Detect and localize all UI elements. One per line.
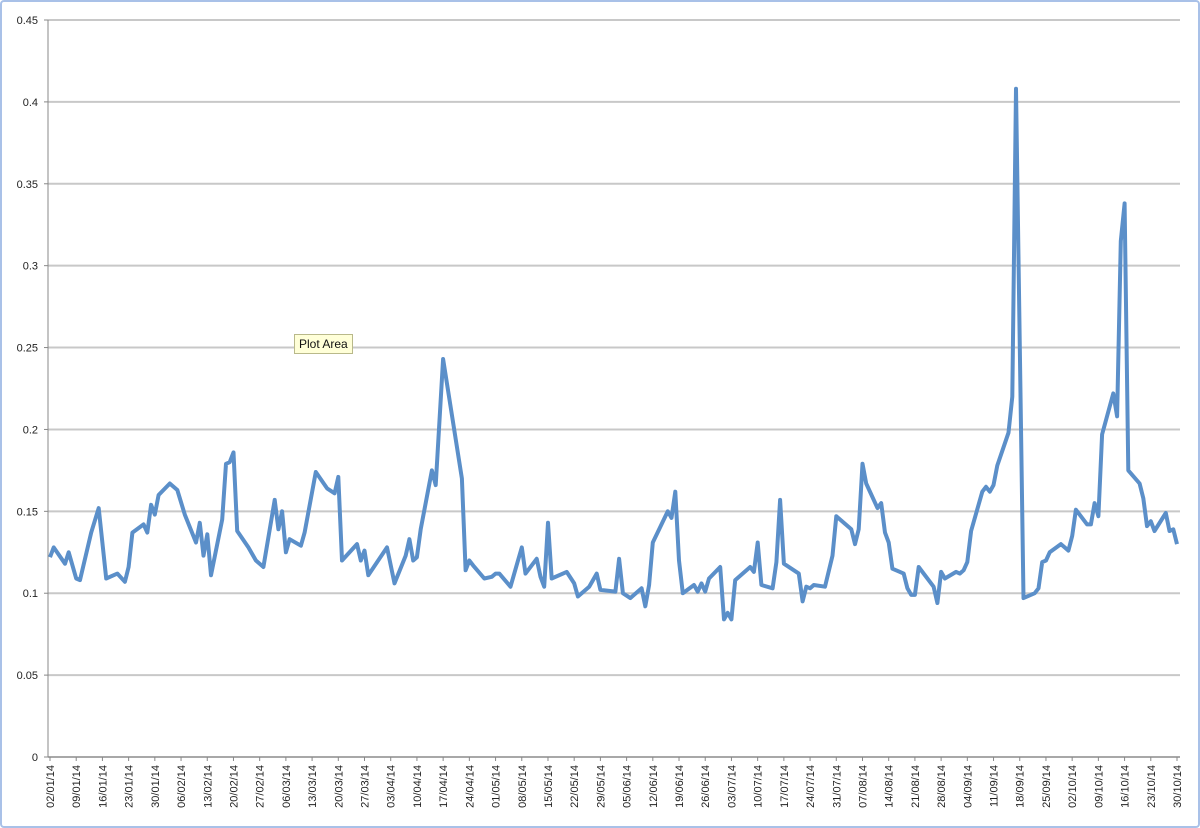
- x-tick-label: 20/03/14: [333, 765, 345, 808]
- x-tick-label: 14/08/14: [884, 765, 896, 808]
- x-tick-label: 31/07/14: [831, 765, 843, 808]
- x-tick-label: 20/02/14: [228, 765, 240, 808]
- x-tick-label: 19/06/14: [674, 765, 686, 808]
- x-tick-label: 03/07/14: [726, 765, 738, 808]
- x-tick-label: 30/10/14: [1172, 765, 1184, 808]
- x-tick-label: 13/03/14: [307, 765, 319, 808]
- x-tick-label: 18/09/14: [1015, 765, 1027, 808]
- x-tick-label: 02/10/14: [1067, 765, 1079, 808]
- x-tick-label: 15/05/14: [543, 765, 555, 808]
- x-tick-label: 24/04/14: [464, 765, 476, 808]
- x-tick-label: 08/05/14: [517, 765, 529, 808]
- x-tick-label: 30/01/14: [150, 765, 162, 808]
- x-tick-label: 27/03/14: [360, 765, 372, 808]
- data-line: [48, 86, 1179, 622]
- x-tick-label: 24/07/14: [805, 765, 817, 808]
- x-tick-label: 21/08/14: [910, 765, 922, 808]
- x-tick-label: 23/01/14: [124, 765, 136, 808]
- x-tick-label: 25/09/14: [1041, 765, 1053, 808]
- x-tick-label: 17/07/14: [779, 765, 791, 808]
- x-tick-label: 12/06/14: [648, 765, 660, 808]
- x-tick-label: 09/10/14: [1093, 765, 1105, 808]
- x-tick-label: 22/05/14: [569, 765, 581, 808]
- x-tick-label: 07/08/14: [857, 765, 869, 808]
- x-tick-label: 04/09/14: [962, 765, 974, 808]
- x-tick-label: 13/02/14: [202, 765, 214, 808]
- x-tick-label: 02/01/14: [45, 765, 57, 808]
- x-tick-label: 17/04/14: [438, 765, 450, 808]
- x-tick-label: 23/10/14: [1146, 765, 1158, 808]
- y-tick-label: 0.35: [17, 179, 38, 191]
- x-tick-label: 06/03/14: [281, 765, 293, 808]
- y-tick-label: 0.45: [17, 15, 38, 27]
- x-tick-label: 10/07/14: [753, 765, 765, 808]
- x-tick-label: 16/01/14: [97, 765, 109, 808]
- x-tick-label: 09/01/14: [71, 765, 83, 808]
- x-tick-label: 27/02/14: [255, 765, 267, 808]
- x-tick-label: 16/10/14: [1120, 765, 1132, 808]
- x-tick-label: 01/05/14: [491, 765, 503, 808]
- y-tick-label: 0.25: [17, 343, 38, 355]
- x-tick-label: 10/04/14: [412, 765, 424, 808]
- y-tick-label: 0.05: [17, 670, 38, 682]
- tooltip: Plot Area: [294, 334, 353, 354]
- y-tick-label: 0.2: [23, 424, 38, 436]
- y-tick-label: 0: [32, 752, 38, 764]
- x-tick-label: 03/04/14: [386, 765, 398, 808]
- x-tick-label: 11/09/14: [989, 765, 1001, 807]
- y-tick-label: 0.1: [23, 588, 38, 600]
- x-tick-label: 26/06/14: [700, 765, 712, 808]
- y-tick-label: 0.3: [23, 261, 38, 273]
- y-tick-label: 0.4: [23, 97, 38, 109]
- x-tick-label: 05/06/14: [622, 765, 634, 808]
- y-tick-label: 0.15: [17, 506, 38, 518]
- x-tick-label: 29/05/14: [595, 765, 607, 808]
- x-tick-label: 06/02/14: [176, 765, 188, 808]
- x-tick-label: 28/08/14: [936, 765, 948, 808]
